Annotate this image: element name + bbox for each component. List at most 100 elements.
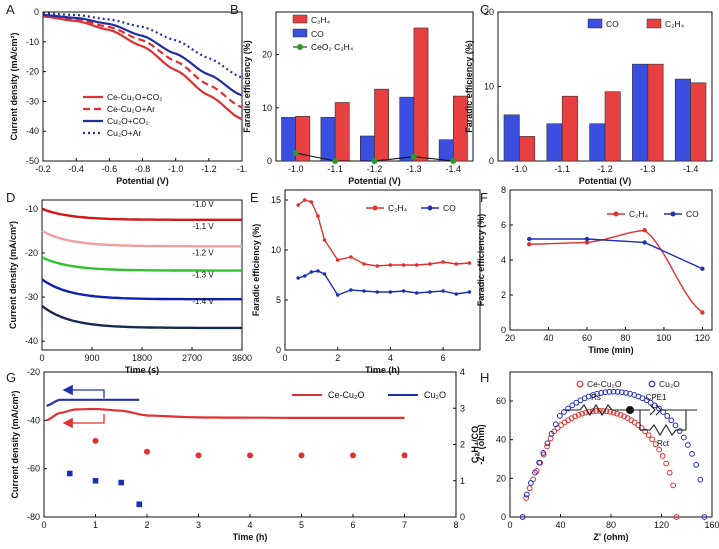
panel-a-xtick-label: -0.4	[68, 164, 84, 174]
panel-h-legend-label: Ce-Cu₂O	[587, 379, 622, 389]
panel-b-xtick-label: -1.1	[327, 164, 343, 174]
panel-a-legend-label: Ce-Cu₂O+CO₂	[107, 92, 163, 102]
panel-h-point	[544, 440, 551, 447]
panel-f-marker	[642, 240, 647, 245]
panel-d-ylabel: Current density (mA/cm²)	[8, 221, 18, 329]
panel-h-point	[548, 430, 555, 437]
panel-f-marker	[584, 236, 590, 242]
panel-b-bar	[399, 96, 415, 162]
panel-b-bar	[320, 117, 336, 162]
panel-d-series-line	[41, 229, 242, 248]
panel-c-xtick-label: -1.0	[512, 164, 528, 174]
panel-b-xtick-label: -1.3	[406, 164, 422, 174]
panel-d-xtick-label: 0	[39, 353, 44, 363]
panel-h-ytick-label: 40	[496, 435, 506, 445]
circuit-label-cpe: CPE1	[646, 393, 667, 402]
panel-h-point	[693, 461, 700, 468]
panel-f-series-line	[529, 238, 703, 270]
panel-b-line-marker	[332, 158, 339, 164]
panel-h-point	[540, 450, 547, 456]
panel-h-point	[544, 443, 551, 450]
panel-f-ytick-label: 8	[501, 185, 506, 195]
panel-h-point	[697, 476, 704, 483]
panel-b-ytick-label: 10	[262, 103, 272, 113]
panel-e-legend-label: C₂H₄	[388, 203, 408, 213]
panel-e-marker	[414, 291, 419, 295]
panel-e-ytick-label: 15	[271, 195, 281, 205]
panel-e-marker	[467, 290, 472, 294]
panel-h-point	[610, 388, 617, 395]
panel-h-point	[664, 413, 671, 419]
panel-f-series-line	[529, 229, 703, 314]
panel-g-right-ylabel: C₂H₄/CO	[470, 426, 480, 463]
panel-c-xlabel: Potential (V)	[579, 176, 632, 186]
panel-b-line-marker	[450, 158, 457, 164]
panel-g-axis-arrow-blue	[62, 384, 105, 398]
panel-g-right-ytick-label: 0	[460, 512, 465, 522]
panel-h-xtick-label: 0	[507, 520, 512, 530]
panel-f-ylabel: Faradic efficiency (%)	[476, 214, 486, 307]
panel-b-legend-swatch	[292, 14, 308, 24]
panel-e-marker	[401, 289, 406, 293]
panel-b-legend-marker	[297, 44, 303, 50]
panel-h-point	[649, 436, 656, 443]
panel-c-bar	[632, 63, 649, 162]
panel-g-ytick-label: -60	[27, 464, 40, 474]
panel-e-xtick-label: 2	[335, 353, 340, 363]
panel-h-point	[659, 453, 666, 459]
panel-h-point	[607, 408, 614, 415]
panel-h-point	[614, 388, 621, 395]
panel-d-xtick-label: 3600	[232, 353, 252, 363]
panel-e-ylabel: Faradic efficiency (%)	[251, 224, 261, 317]
panel-b-line-marker	[292, 150, 299, 157]
panel-g-ratio-marker	[66, 470, 73, 477]
panel-c-bar	[604, 91, 621, 162]
panel-a-legend-label: Cu₂O+Ar	[107, 128, 141, 138]
panel-f-ytick-label: 6	[501, 220, 506, 230]
panel-h-point	[676, 428, 683, 434]
panel-d-series-label: -1.2 V	[192, 248, 214, 257]
panel-b-bar	[360, 135, 375, 162]
panel-h-point	[652, 441, 659, 448]
panel-a-ylabel: Current density (mA/cm²)	[9, 32, 19, 140]
panel-g-ytick-label: -80	[27, 512, 40, 522]
panel-c-bar	[647, 63, 664, 162]
panel-g-xtick-label: 7	[402, 520, 407, 530]
panel-a-series-line	[42, 15, 243, 121]
panel-a-ytick-label: -20	[26, 67, 39, 77]
panel-g-xtick-label: 4	[247, 520, 252, 530]
panel-a-legend-label: Ce-Cu₂O+Ar	[107, 104, 155, 114]
panel-c-ytick-label: 20	[484, 7, 494, 17]
panel-g-ytick-label: -40	[27, 415, 40, 425]
panel-d-series-label: -1.0 V	[192, 200, 214, 209]
panel-g-right-ytick-label: 2	[460, 440, 465, 450]
panel-c-bar	[690, 82, 707, 162]
panel-h-point	[523, 495, 530, 501]
panel-e-marker	[349, 255, 353, 259]
panel-g-ratio-marker	[401, 452, 408, 459]
panel-h-point	[684, 442, 691, 448]
panel-h-point	[689, 450, 695, 457]
panel-b-bar	[452, 95, 468, 162]
panel-f-ytick-label: 4	[501, 255, 506, 265]
panel-g-ytick-label: -20	[27, 367, 40, 377]
panel-c-legend-label: C₂H₄	[665, 19, 685, 29]
panel-e-marker	[414, 263, 419, 267]
panel-f-legend-marker	[670, 211, 676, 217]
circuit-label-rct: Rct	[657, 439, 670, 448]
panel-h-ytick-label: 20	[496, 473, 506, 483]
panel-h-point	[656, 405, 662, 412]
panel-a-legend-label: Cu₂O+CO₂	[107, 116, 149, 126]
panel-g-ylabel: Current density (mA/cm²)	[10, 390, 20, 498]
panel-c-bar	[561, 95, 578, 162]
panel-h-point	[527, 480, 534, 486]
panel-e-marker	[302, 198, 307, 202]
panel-f-legend-marker	[613, 211, 619, 217]
panel-c-legend-label: CO	[606, 19, 619, 29]
panel-h-point	[606, 388, 613, 395]
panel-h-ytick-label: 60	[496, 396, 506, 406]
panel-h-xtick-label: 40	[555, 520, 565, 530]
panel-e-marker	[316, 214, 320, 218]
panel-g-axis-arrow-red	[62, 414, 105, 429]
